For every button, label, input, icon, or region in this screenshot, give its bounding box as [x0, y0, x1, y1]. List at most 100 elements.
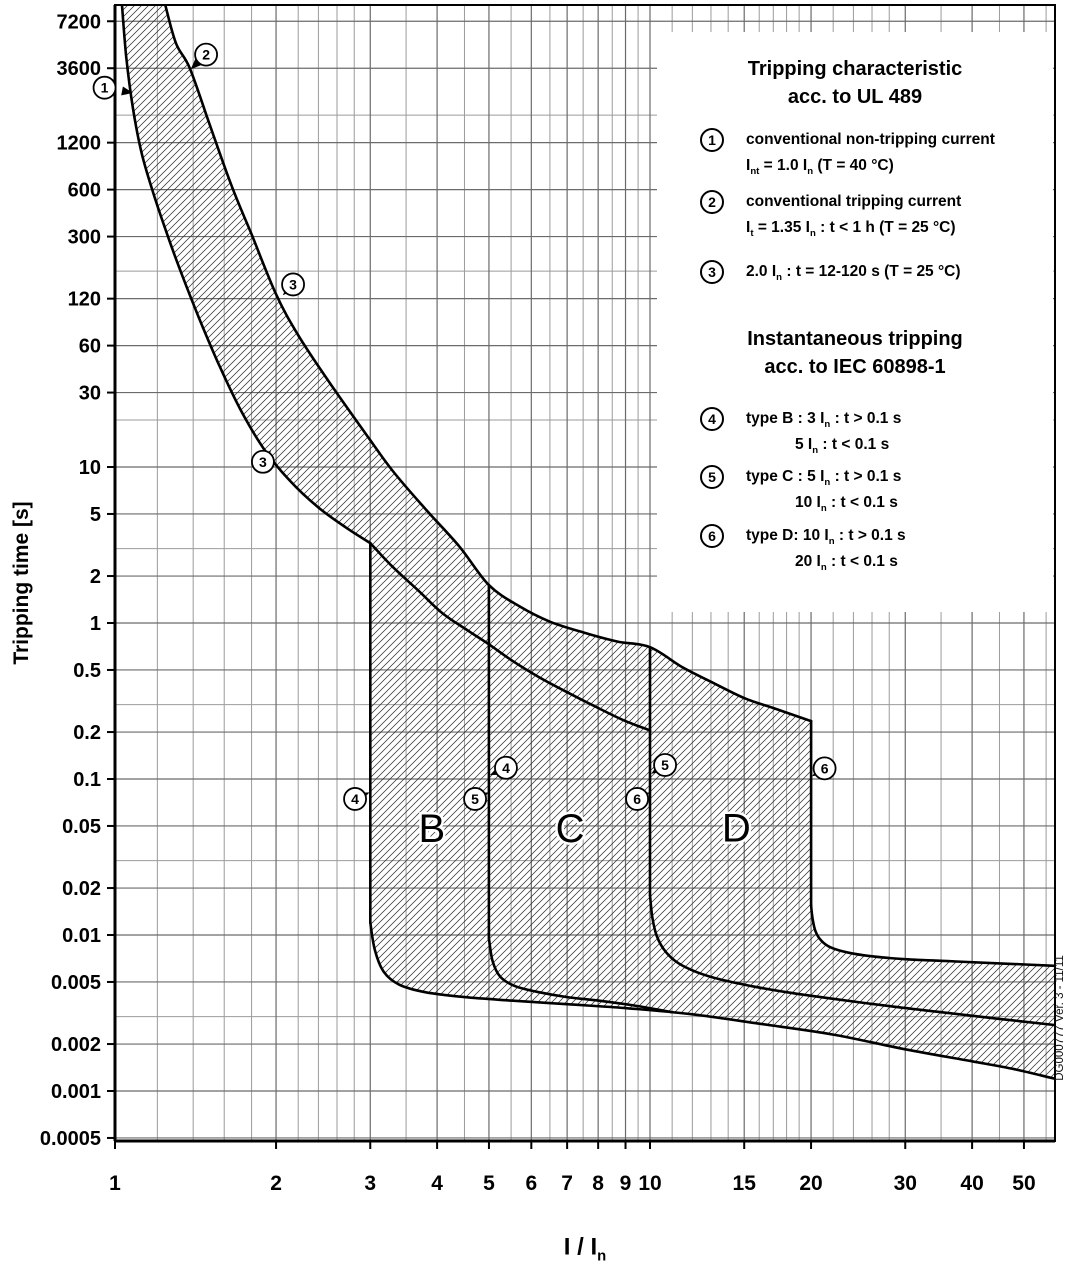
marker-number: 3: [289, 276, 297, 292]
region-label-D: D: [722, 807, 751, 851]
hatch-fill: [121, 5, 1055, 1079]
legend-item-4-text: type B : 3 In : t > 0.1 s: [746, 410, 902, 431]
marker-number: 6: [821, 760, 829, 776]
marker-number: 2: [202, 47, 210, 63]
y-tick-label: 0.1: [73, 769, 101, 791]
y-tick-label: 0.5: [73, 660, 101, 682]
curve-markers: 1 2 3 3 4 4 5 5 6 6: [92, 42, 837, 811]
y-axis-title: Tripping time [s]: [10, 501, 33, 665]
curve-marker-4: 4: [343, 787, 370, 811]
curve-ul489-min-trip: [120, 5, 372, 545]
x-tick-label: 15: [733, 1172, 757, 1195]
x-tick-label: 50: [1012, 1172, 1035, 1195]
curve-clearing-b-upper: [487, 937, 674, 1014]
marker-number: 5: [661, 757, 669, 773]
curve-marker-3: 3: [251, 449, 275, 474]
y-tick-label: 3600: [57, 58, 102, 80]
tick-labels: 7200360012006003001206030105210.50.20.10…: [40, 11, 1036, 1195]
y-tick-label: 0.002: [51, 1034, 101, 1056]
y-tick-label: 1200: [57, 133, 102, 155]
y-tick-label: 120: [68, 289, 101, 311]
legend-panel: Tripping characteristic acc. to UL 489 1…: [657, 32, 1053, 612]
curve-clearing-d-upper: [809, 904, 1055, 968]
curve-marker-1: 1: [92, 75, 133, 100]
legend-item-1-text: Int = 1.0 In (T = 40 °C): [746, 157, 894, 178]
curve-marker-6: 6: [625, 787, 650, 811]
x-tick-label: 20: [799, 1172, 822, 1195]
x-tick-label: 10: [638, 1172, 661, 1195]
legend-title-line: acc. to IEC 60898-1: [764, 356, 946, 378]
curve-ul489-max-trip: [163, 5, 813, 723]
legend-item-4-text: 5 In : t < 0.1 s: [795, 436, 890, 457]
x-tick-label: 5: [483, 1172, 495, 1195]
curve-marker-4: 4: [489, 755, 518, 780]
legend-title-ul489: Tripping characteristic acc. to UL 489: [657, 55, 1053, 111]
legend-item-3-text: 2.0 In : t = 12-120 s (T = 25 °C): [746, 263, 961, 284]
marker-circle-icon: [494, 755, 518, 780]
legend-item-2-text: It = 1.35 In : t < 1 h (T = 25 °C): [746, 219, 956, 240]
marker-circle-icon: [653, 753, 677, 777]
x-tick-label: 1: [109, 1172, 121, 1195]
legend-marker-5-icon: 5: [700, 465, 724, 489]
y-tick-label: 7200: [57, 11, 102, 33]
legend-item-6-text: type D: 10 In : t > 0.1 s: [746, 527, 906, 548]
legend-marker-1-icon: 1: [700, 128, 724, 152]
legend-title-line: acc. to UL 489: [787, 86, 923, 108]
marker-number: 3: [259, 454, 267, 470]
legend-marker-6-icon: 6: [700, 524, 724, 548]
x-tick-label: 2: [270, 1172, 282, 1195]
y-tick-label: 5: [90, 504, 101, 526]
marker-arrow-icon: [190, 58, 202, 70]
curve-marker-3: 3: [281, 272, 305, 297]
y-tick-label: 60: [79, 336, 101, 358]
x-tick-label: 3: [364, 1172, 376, 1195]
marker-circle-icon: [194, 42, 218, 67]
curve-marker-2: 2: [190, 42, 218, 70]
y-tick-label: 0.05: [62, 816, 101, 838]
x-axis-title: I / In: [563, 1233, 607, 1265]
y-tick-label: 0.001: [51, 1081, 101, 1103]
legend-item-5-text: type C : 5 In : t > 0.1 s: [746, 468, 902, 489]
marker-arrow-icon: [121, 86, 133, 96]
curve-marker-6: 6: [812, 756, 837, 781]
y-tick-label: 600: [68, 180, 101, 202]
y-tick-label: 0.01: [62, 925, 101, 947]
legend-title-iec: Instantaneous tripping acc. to IEC 60898…: [657, 325, 1053, 381]
marker-number: 6: [633, 791, 641, 807]
legend-marker-3-icon: 3: [700, 260, 724, 284]
curve-marker-5: 5: [463, 787, 489, 811]
x-tick-label: 30: [894, 1172, 917, 1195]
marker-circle-icon: [812, 756, 837, 781]
y-tick-label: 2: [90, 566, 101, 588]
watermark-text: DG000777 Ver. 3 - 11/11: [1054, 955, 1066, 1081]
legend-item-5-text: 10 In : t < 0.1 s: [795, 494, 898, 515]
y-tick-label: 10: [79, 457, 101, 479]
x-tick-label: 8: [592, 1172, 604, 1195]
y-tick-label: 0.0005: [40, 1128, 101, 1150]
y-tick-label: 0.02: [62, 878, 101, 900]
marker-number: 1: [101, 80, 109, 96]
y-tick-label: 0.2: [73, 722, 101, 744]
x-tick-label: 4: [431, 1172, 443, 1195]
curve-min-trip-continuation: [369, 541, 652, 732]
curve-clearing-c-upper: [648, 893, 1055, 1027]
x-tick-label: 6: [525, 1172, 537, 1195]
y-tick-label: 300: [68, 227, 101, 249]
marker-circle-icon: [463, 787, 487, 811]
x-tick-label: 9: [620, 1172, 632, 1195]
marker-circle-icon: [343, 787, 367, 811]
legend-marker-4-icon: 4: [700, 407, 724, 431]
curves-layer: [120, 5, 1055, 1080]
marker-circle-icon: [625, 787, 650, 811]
marker-number: 4: [502, 760, 510, 776]
curve-clearing-b-lower: [369, 921, 1055, 1080]
x-tick-label: 7: [561, 1172, 573, 1195]
marker-number: 5: [471, 791, 479, 807]
legend-title-line: Tripping characteristic: [747, 58, 963, 80]
legend-item-1-text: conventional non-tripping current: [746, 131, 995, 148]
legend-marker-2-icon: 2: [700, 190, 724, 214]
marker-circle-icon: [251, 449, 275, 474]
y-tick-label: 0.005: [51, 972, 101, 994]
